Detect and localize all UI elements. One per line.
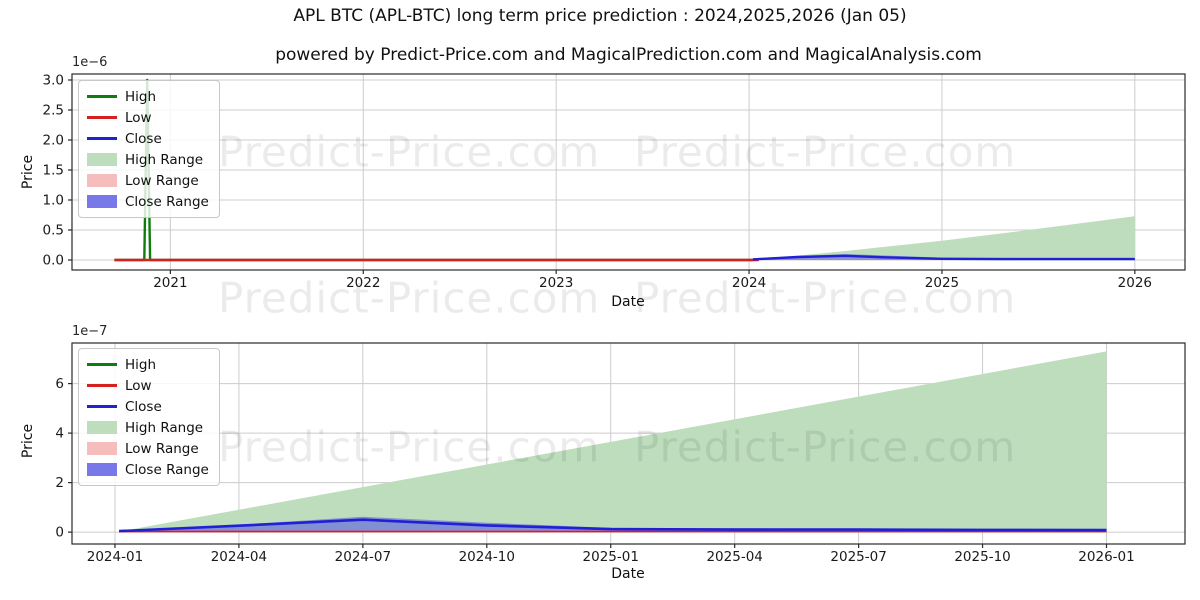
bottom-chart-legend: High Low Close High Range Low Range Close Ran… (78, 348, 220, 486)
tick-label-x: 2026-01 (1078, 549, 1134, 565)
tick-label-y: 0.5 (43, 222, 64, 238)
tick-label-x: 2024-01 (87, 549, 143, 565)
tick-label-x: 2025 (925, 275, 959, 291)
legend-patch-swatch (87, 195, 117, 208)
tick-label-y: 1.0 (43, 192, 64, 208)
tick-label-y: 0.0 (43, 252, 64, 268)
bottom-chart-xlabel: Date (611, 566, 645, 582)
legend-item-high: High (87, 354, 209, 375)
tick-label-x: 2026 (1118, 275, 1152, 291)
top-chart-legend: High Low Close High Range Low Range Close Ran… (78, 80, 220, 218)
legend-label: Low (125, 377, 152, 394)
legend-patch-swatch (87, 153, 117, 166)
line-close (752, 254, 1135, 261)
top-chart-xlabel: Date (611, 294, 645, 310)
legend-item-close-range: Close Range (87, 459, 209, 480)
legend-line-swatch (87, 405, 117, 408)
tick-label-x: 2025-04 (706, 549, 762, 565)
legend-label: Close (125, 130, 162, 147)
legend-label: High Range (125, 419, 204, 436)
legend-item-high: High (87, 86, 209, 107)
figure-title: APL BTC (APL-BTC) long term price predic… (293, 6, 907, 26)
tick-label-y: 0 (55, 525, 64, 541)
legend-item-low-range: Low Range (87, 438, 209, 459)
legend-label: High (125, 356, 157, 373)
tick-label-x: 2023 (539, 275, 573, 291)
figure-subtitle: powered by Predict-Price.com and Magical… (275, 45, 982, 65)
tick-label-x: 2024-10 (459, 549, 515, 565)
area-high-range (119, 351, 1107, 533)
legend-item-low: Low (87, 375, 209, 396)
legend-label: Low Range (125, 172, 199, 189)
tick-label-y: 1.5 (43, 162, 64, 178)
legend-item-close: Close (87, 128, 209, 149)
legend-item-low-range: Low Range (87, 170, 209, 191)
tick-label-x: 2024 (732, 275, 766, 291)
legend-label: Low Range (125, 440, 199, 457)
tick-label-y: 2.5 (43, 102, 64, 118)
legend-label: High Range (125, 151, 204, 168)
legend-item-high-range: High Range (87, 149, 209, 170)
legend-label: Low (125, 109, 152, 126)
bottom-chart-ylabel: Price (20, 423, 36, 459)
legend-label: Close Range (125, 193, 209, 210)
legend-patch-swatch (87, 421, 117, 434)
legend-label: High (125, 88, 157, 105)
legend-label: Close (125, 398, 162, 415)
top-chart-ylabel: Price (20, 154, 36, 190)
tick-label-x: 2022 (346, 275, 380, 291)
tick-label-x: 2025-07 (830, 549, 886, 565)
tick-label-x: 2025-10 (954, 549, 1010, 565)
plot-border (71, 342, 1186, 545)
line-close (119, 518, 1107, 533)
legend-item-high-range: High Range (87, 417, 209, 438)
legend-item-close: Close (87, 396, 209, 417)
legend-line-swatch (87, 384, 117, 387)
tick-label-x: 2024-04 (211, 549, 267, 565)
legend-patch-swatch (87, 442, 117, 455)
tick-label-x: 2021 (153, 275, 187, 291)
area-high-range (752, 216, 1135, 260)
tick-label-y: 3.0 (43, 72, 64, 88)
tick-label-y: 4 (55, 426, 64, 442)
legend-line-swatch (87, 363, 117, 366)
legend-label: Close Range (125, 461, 209, 478)
legend-patch-swatch (87, 174, 117, 187)
tick-label-y: 2 (55, 475, 64, 491)
legend-patch-swatch (87, 463, 117, 476)
legend-line-swatch (87, 137, 117, 140)
tick-label-y: 6 (55, 376, 64, 392)
legend-line-swatch (87, 116, 117, 119)
tick-label-x: 2025-01 (583, 549, 639, 565)
legend-item-low: Low (87, 107, 209, 128)
legend-line-swatch (87, 95, 117, 98)
top-chart-offset-label: 1e−6 (72, 55, 108, 70)
bottom-chart-offset-label: 1e−7 (72, 324, 108, 339)
plot-border (71, 73, 1186, 271)
tick-label-x: 2024-07 (335, 549, 391, 565)
legend-item-close-range: Close Range (87, 191, 209, 212)
tick-label-y: 2.0 (43, 132, 64, 148)
